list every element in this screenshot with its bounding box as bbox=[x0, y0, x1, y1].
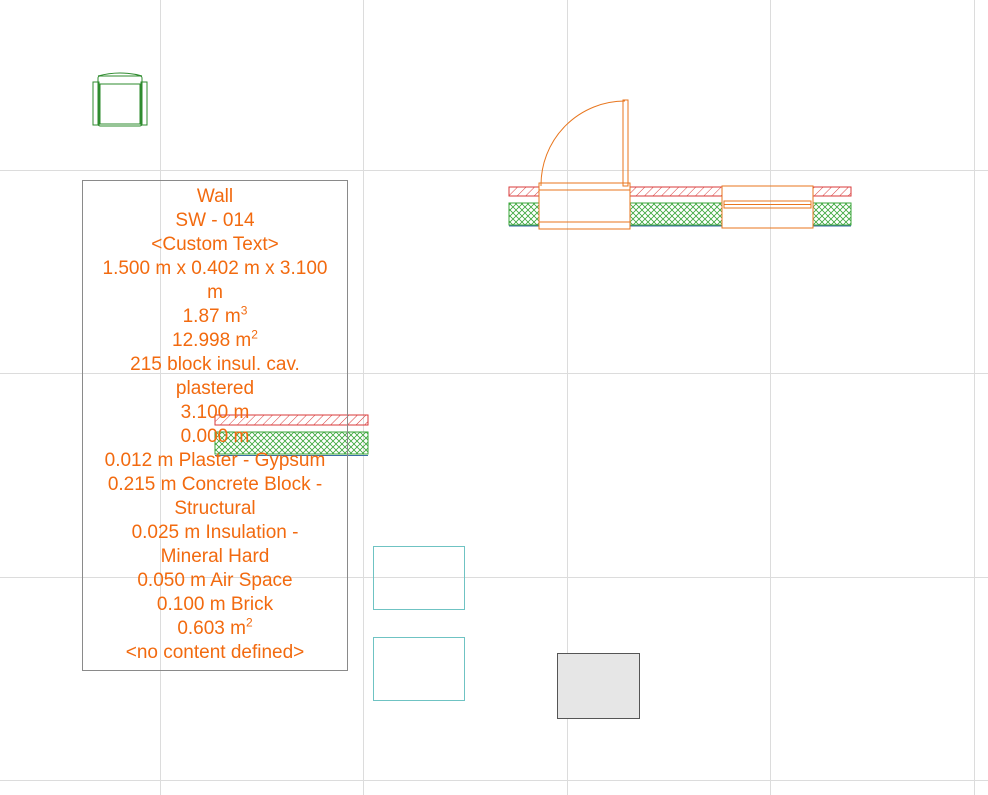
wall-label[interactable]: Wall SW - 014 <Custom Text> 1.500 m x 0.… bbox=[82, 185, 348, 665]
label-line-composite-name: 215 block insul. cav. bbox=[130, 354, 300, 375]
door-symbol[interactable] bbox=[538, 99, 631, 230]
label-line-dimensions-unit: m bbox=[207, 282, 223, 303]
armchair-symbol[interactable] bbox=[92, 72, 148, 127]
label-line-skin-concrete-cont: Structural bbox=[174, 498, 256, 519]
wall-segment-selected[interactable] bbox=[214, 414, 369, 456]
label-line-custom-text: <Custom Text> bbox=[151, 234, 279, 255]
label-line-elevation: 0.000 m bbox=[180, 426, 250, 447]
label-line-skin-brick: 0.100 m Brick bbox=[156, 594, 274, 615]
label-line-skin-insulation: 0.025 m Insulation - bbox=[131, 522, 299, 543]
label-line-skin-plaster: 0.012 m Plaster - Gypsum bbox=[104, 450, 326, 471]
teal-object-1[interactable] bbox=[373, 546, 465, 610]
label-line-composite-name-cont: plastered bbox=[175, 378, 255, 399]
label-line-area: 12.998 m2 bbox=[172, 327, 258, 351]
window-symbol[interactable] bbox=[721, 185, 814, 229]
label-line-skin-airspace: 0.050 m Air Space bbox=[137, 570, 293, 591]
label-line-element-type: Wall bbox=[196, 186, 234, 207]
wall-with-door-window[interactable] bbox=[508, 186, 852, 227]
label-line-element-id: SW - 014 bbox=[175, 210, 255, 231]
label-line-no-content: <no content defined> bbox=[125, 642, 305, 663]
label-line-skin-insulation-cont: Mineral Hard bbox=[160, 546, 270, 567]
teal-object-2[interactable] bbox=[373, 637, 465, 701]
gray-object[interactable] bbox=[557, 653, 640, 719]
wall-label-frame[interactable] bbox=[82, 180, 348, 671]
label-line-skin-concrete: 0.215 m Concrete Block - bbox=[107, 474, 323, 495]
label-line-volume: 1.87 m3 bbox=[182, 303, 248, 327]
label-line-height: 3.100 m bbox=[180, 402, 250, 423]
label-line-dimensions: 1.500 m x 0.402 m x 3.100 bbox=[102, 258, 328, 279]
label-line-surface-area: 0.603 m2 bbox=[177, 615, 253, 639]
